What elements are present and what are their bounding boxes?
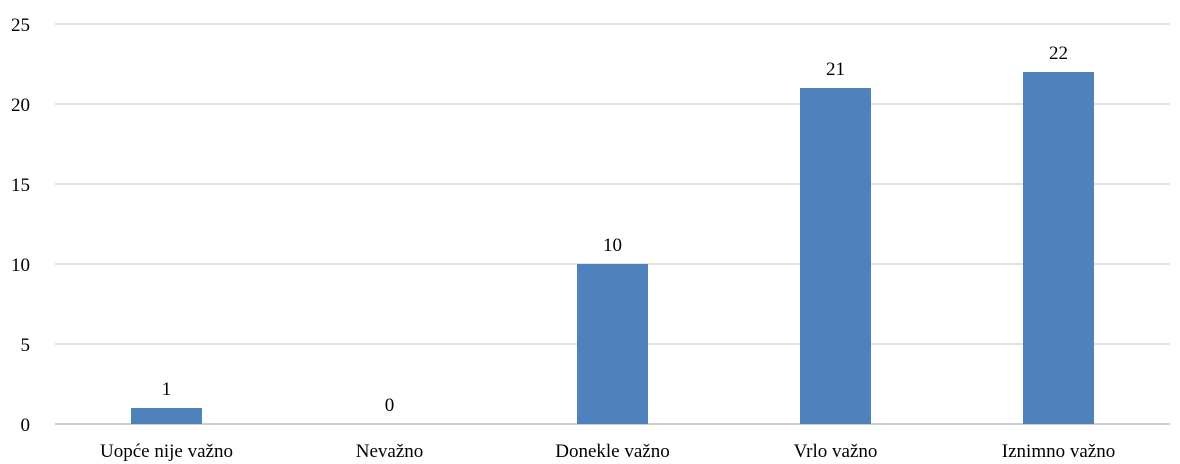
data-label-4: 22 [1049, 43, 1068, 64]
data-label-2: 10 [603, 235, 622, 256]
y-tick-label-15: 15 [11, 175, 30, 196]
category-labels: Uopće nije važno Nevažno Donekle važno Vrlo… [100, 441, 1115, 462]
bar-4 [1023, 72, 1094, 424]
category-label-0: Uopće nije važno [100, 441, 233, 462]
bars [131, 72, 1094, 424]
y-tick-label-10: 10 [11, 255, 30, 276]
category-label-4: Iznimno važno [1002, 441, 1115, 462]
bar-0 [131, 408, 202, 424]
category-label-2: Donekle važno [555, 441, 669, 462]
data-label-3: 21 [826, 59, 845, 80]
y-tick-label-25: 25 [11, 15, 30, 36]
bar-2 [577, 264, 648, 424]
y-tick-label-20: 20 [11, 95, 30, 116]
y-tick-label-5: 5 [21, 335, 31, 356]
data-label-1: 0 [385, 395, 395, 416]
data-label-0: 1 [162, 379, 172, 400]
category-label-3: Vrlo važno [794, 441, 878, 462]
gridlines [55, 23, 1170, 345]
category-label-1: Nevažno [356, 441, 424, 462]
y-tick-label-0: 0 [21, 415, 31, 436]
y-axis-tick-labels: 0 5 10 15 20 25 [11, 15, 30, 436]
bar-3 [800, 88, 871, 424]
